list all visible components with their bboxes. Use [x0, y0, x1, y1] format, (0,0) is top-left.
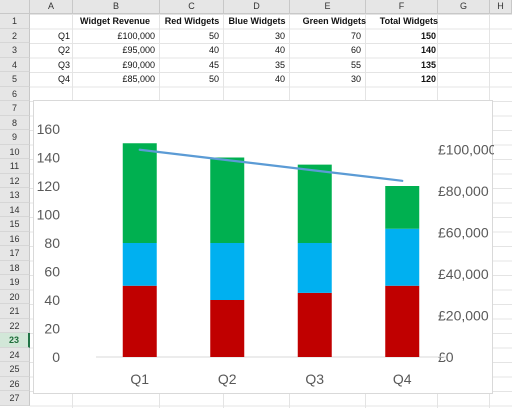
revenue-line [138, 148, 404, 182]
x-axis-tick-label: Q4 [393, 371, 412, 387]
cell-green[interactable]: 70 [350, 30, 361, 41]
x-axis-tick-label: Q3 [305, 371, 324, 387]
row-header-27[interactable]: 27 [0, 391, 30, 406]
bar-segment-0 [297, 292, 332, 357]
header-red-widgets[interactable]: Red Widgets [164, 16, 220, 26]
y2-axis-tick-label: £40,000 [438, 266, 489, 282]
row-header-14[interactable]: 14 [0, 202, 30, 217]
cell-blue[interactable]: 40 [274, 45, 285, 55]
row-header-12[interactable]: 12 [0, 173, 30, 188]
row-header-23[interactable]: 23 [0, 333, 30, 348]
row-header-18[interactable]: 18 [0, 260, 30, 275]
row-header-7[interactable]: 7 [0, 101, 30, 116]
y-axis-tick-label: 160 [37, 121, 61, 137]
row-header-22[interactable]: 22 [0, 318, 30, 333]
column-header-b[interactable]: B [73, 0, 160, 14]
y-axis-tick-label: 0 [52, 349, 60, 365]
y-axis-tick-label: 80 [44, 235, 60, 251]
y-axis-tick-label: 100 [37, 207, 61, 223]
y-axis-tick-label: 40 [44, 292, 60, 308]
bar-segment-0 [385, 285, 420, 357]
row-header-3[interactable]: 3 [0, 43, 30, 58]
cell-red[interactable]: 45 [208, 59, 219, 70]
bar-segment-2 [122, 143, 157, 243]
stacked-column-chart[interactable]: 0 20 40 60 80 100 120 140 160 £0 £20,000 £40,000 £60… [33, 100, 494, 394]
cell-red[interactable]: 50 [208, 30, 219, 41]
y2-axis-tick-label: £80,000 [438, 183, 489, 199]
row-header-24[interactable]: 24 [0, 347, 30, 362]
row-header-15[interactable]: 15 [0, 217, 30, 232]
cell-quarter[interactable]: Q2 [57, 45, 70, 55]
cell-quarter[interactable]: Q3 [57, 59, 70, 70]
bar-segment-0 [210, 300, 245, 357]
row-header-8[interactable]: 8 [0, 115, 30, 130]
column-header-g[interactable]: G [438, 0, 490, 14]
column-header-c[interactable]: C [160, 0, 224, 14]
y2-axis-tick-label: £100,000 [438, 142, 494, 158]
row-header-2[interactable]: 2 [0, 28, 30, 43]
cell-revenue[interactable]: £90,000 [122, 59, 155, 70]
bar-segment-1 [210, 243, 245, 300]
bar-segment-0 [122, 285, 157, 357]
cell-total[interactable]: 140 [420, 45, 436, 55]
cell-blue[interactable]: 40 [274, 74, 285, 84]
row-header-16[interactable]: 16 [0, 231, 30, 246]
y-axis-tick-label: 20 [44, 321, 60, 337]
column-header-d[interactable]: D [224, 0, 290, 14]
chart-svg: 020406080100120140160£0£20,000£40,000£60… [37, 121, 494, 387]
cell-green[interactable]: 60 [350, 45, 361, 55]
row-header-19[interactable]: 19 [0, 275, 30, 290]
header-widget-revenue[interactable]: Widget Revenue [80, 16, 150, 26]
row-header-10[interactable]: 10 [0, 144, 30, 159]
cell-red[interactable]: 40 [208, 45, 219, 55]
x-axis-tick-label: Q1 [130, 371, 149, 387]
cell-green[interactable]: 30 [350, 74, 361, 84]
cell-revenue[interactable]: £85,000 [122, 74, 155, 84]
row-header-17[interactable]: 17 [0, 246, 30, 261]
column-header-e[interactable]: E [290, 0, 366, 14]
cell-blue[interactable]: 35 [274, 59, 285, 70]
row-header-1[interactable]: 1 [0, 14, 30, 29]
row-header-11[interactable]: 11 [0, 159, 30, 174]
y2-axis-tick-label: £20,000 [438, 308, 489, 324]
y2-axis-tick-label: £60,000 [438, 225, 489, 241]
cell-revenue[interactable]: £100,000 [117, 30, 155, 41]
x-axis-tick-label: Q2 [218, 371, 237, 387]
row-header-5[interactable]: 5 [0, 72, 30, 87]
row-header-26[interactable]: 26 [0, 376, 30, 391]
cell-total[interactable]: 150 [420, 30, 436, 41]
cell-green[interactable]: 55 [350, 59, 361, 70]
row-header-20[interactable]: 20 [0, 289, 30, 304]
bar-segment-1 [385, 228, 420, 286]
row-header-6[interactable]: 6 [0, 86, 30, 101]
row-header-9[interactable]: 9 [0, 130, 30, 145]
y-axis-tick-label: 60 [44, 264, 60, 280]
header-total-widgets[interactable]: Total Widgets [379, 16, 438, 26]
y-axis-tick-label: 140 [37, 150, 61, 166]
header-blue-widgets[interactable]: Blue Widgets [228, 16, 286, 26]
column-header-a[interactable]: A [30, 0, 73, 14]
column-header-h[interactable]: H [490, 0, 512, 14]
cell-blue[interactable]: 30 [274, 30, 285, 41]
select-all-corner[interactable] [0, 0, 30, 14]
bar-segment-1 [297, 243, 332, 293]
cell-total[interactable]: 135 [420, 59, 436, 70]
y-axis-tick-label: 120 [37, 178, 61, 194]
row-header-4[interactable]: 4 [0, 57, 30, 72]
bar-segment-2 [385, 186, 420, 229]
bar-segment-2 [297, 164, 332, 243]
cell-quarter[interactable]: Q4 [57, 74, 70, 84]
bar-segment-2 [210, 157, 245, 243]
header-green-widgets[interactable]: Green Widgets [302, 16, 366, 26]
column-header-f[interactable]: F [366, 0, 438, 14]
cell-revenue[interactable]: £95,000 [122, 45, 155, 55]
bar-segment-1 [122, 243, 157, 286]
row-header-21[interactable]: 21 [0, 304, 30, 319]
cell-red[interactable]: 50 [208, 74, 219, 84]
cell-quarter[interactable]: Q1 [57, 30, 70, 41]
row-header-13[interactable]: 13 [0, 188, 30, 203]
cell-total[interactable]: 120 [420, 74, 436, 84]
row-header-25[interactable]: 25 [0, 362, 30, 377]
